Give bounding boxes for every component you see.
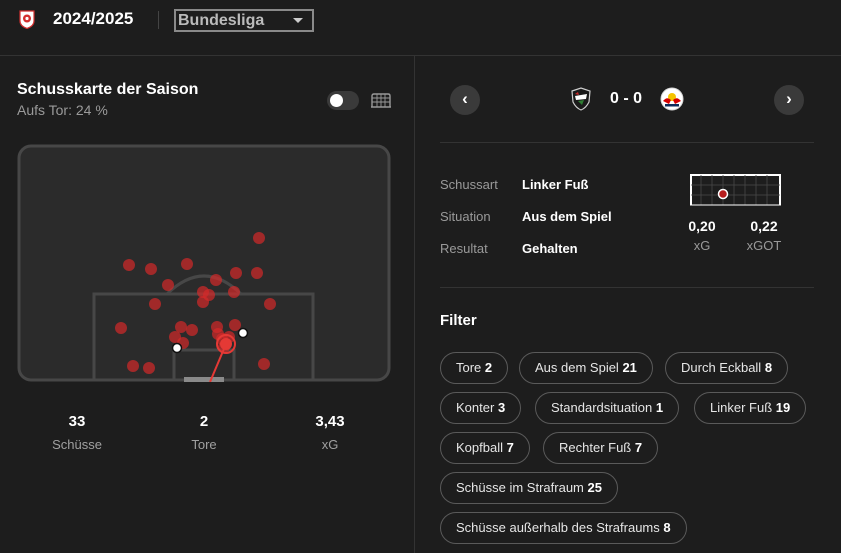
goal-net-icon[interactable] xyxy=(371,93,391,108)
stat-label: xG xyxy=(321,437,339,452)
chip-label: Kopfball xyxy=(456,440,503,455)
chip-count: 8 xyxy=(663,520,671,535)
xg-value-box: 0,20 xG xyxy=(672,218,732,253)
filter-chip-goals[interactable]: Tore 2 xyxy=(440,352,509,384)
chip-count: 2 xyxy=(484,360,493,375)
chip-count: 3 xyxy=(497,400,506,415)
detail-row-situation: Situation Aus dem Spiel xyxy=(440,209,612,224)
detail-key: Situation xyxy=(440,209,491,224)
detail-value: Gehalten xyxy=(522,241,578,256)
detail-key: Schussart xyxy=(440,177,498,192)
filter-chip-corner[interactable]: Durch Eckball 8 xyxy=(665,352,789,384)
chip-label: Schüsse im Strafraum xyxy=(456,480,584,495)
stat-value: 33 xyxy=(68,413,86,430)
chip-label: Aus dem Spiel xyxy=(535,360,619,375)
shot-markers xyxy=(115,232,276,382)
away-team-logo-icon xyxy=(660,87,684,111)
xg-label: xG xyxy=(693,238,711,253)
chip-count: 19 xyxy=(775,400,791,415)
chip-count: 21 xyxy=(622,360,637,375)
on-target-percentage: Aufs Tor: 24 % xyxy=(17,102,108,118)
stat-label: Schüsse xyxy=(52,437,102,452)
stat-value: 2 xyxy=(199,413,209,430)
league-select[interactable]: Bundesliga xyxy=(174,9,314,32)
filter-chip-set-piece[interactable]: Standardsituation 1 xyxy=(535,392,680,424)
chip-label: Linker Fuß xyxy=(710,400,773,415)
filter-chip-right-foot[interactable]: Rechter Fuß 7 xyxy=(543,432,659,464)
season-label[interactable]: 2024/2025 xyxy=(53,9,134,28)
detail-value: Linker Fuß xyxy=(522,177,589,192)
chip-count: 7 xyxy=(634,440,643,455)
panel-title: Schusskarte der Saison xyxy=(17,81,199,98)
shot-map[interactable] xyxy=(17,144,391,382)
view-toggle[interactable] xyxy=(327,91,359,110)
shot-map-panel: Schusskarte der Saison Aufs Tor: 24 % xyxy=(0,56,415,553)
chip-label: Konter xyxy=(456,400,495,415)
xgot-value-box: 0,22 xGOT xyxy=(734,218,794,253)
stat-value: 3,43 xyxy=(315,413,345,430)
filter-chip-header[interactable]: Kopfball 7 xyxy=(440,432,530,464)
chip-count: 7 xyxy=(506,440,514,455)
chip-label: Durch Eckball xyxy=(681,360,762,375)
detail-row-result: Resultat Gehalten xyxy=(440,241,578,256)
detail-row-shot-type: Schussart Linker Fuß xyxy=(440,177,588,192)
xgot-label: xGOT xyxy=(746,238,782,253)
detail-key: Resultat xyxy=(440,241,488,256)
next-shot-button[interactable]: › xyxy=(774,85,804,115)
chip-count: 25 xyxy=(587,480,602,495)
filter-chip-inside-box[interactable]: Schüsse im Strafraum 25 xyxy=(440,472,618,504)
match-score: 0 - 0 xyxy=(610,90,643,107)
xg-value: 0,20 xyxy=(688,218,716,234)
divider xyxy=(440,287,814,288)
chip-label: Standardsituation xyxy=(551,400,653,415)
league-select-value: Bundesliga xyxy=(178,12,265,29)
detail-value: Aus dem Spiel xyxy=(522,209,612,224)
divider xyxy=(440,142,814,143)
chip-count: 1 xyxy=(655,400,664,415)
stat-label: Tore xyxy=(191,437,217,452)
filter-chip-counter[interactable]: Konter 3 xyxy=(440,392,522,424)
home-team-logo-icon xyxy=(571,87,591,111)
chip-label: Rechter Fuß xyxy=(559,440,632,455)
xgot-value: 0,22 xyxy=(750,218,778,234)
goal-mouth-diagram xyxy=(690,174,781,206)
filter-chip-outside-box[interactable]: Schüsse außerhalb des Strafraums 8 xyxy=(440,512,687,544)
shot-detail-panel: ‹ 0 - 0 › Schussart Linker Fuß Situation A… xyxy=(416,56,841,553)
chip-label: Tore xyxy=(456,360,482,375)
top-bar: 2024/2025 Bundesliga xyxy=(0,0,841,56)
stat-xg: 3,43 xG xyxy=(270,413,390,452)
filter-chip-left-foot[interactable]: Linker Fuß 19 xyxy=(694,392,807,424)
stat-goals: 2 Tore xyxy=(144,413,264,452)
chip-count: 8 xyxy=(764,360,773,375)
league-logo-icon xyxy=(19,10,35,29)
previous-shot-button[interactable]: ‹ xyxy=(450,85,480,115)
filter-title: Filter xyxy=(440,312,477,329)
stat-shots: 33 Schüsse xyxy=(17,413,137,452)
chevron-down-icon xyxy=(293,18,303,23)
filter-chip-open-play[interactable]: Aus dem Spiel 21 xyxy=(519,352,653,384)
divider xyxy=(158,11,159,29)
chip-label: Schüsse außerhalb des Strafraums xyxy=(456,520,660,535)
toggle-knob xyxy=(330,94,343,107)
